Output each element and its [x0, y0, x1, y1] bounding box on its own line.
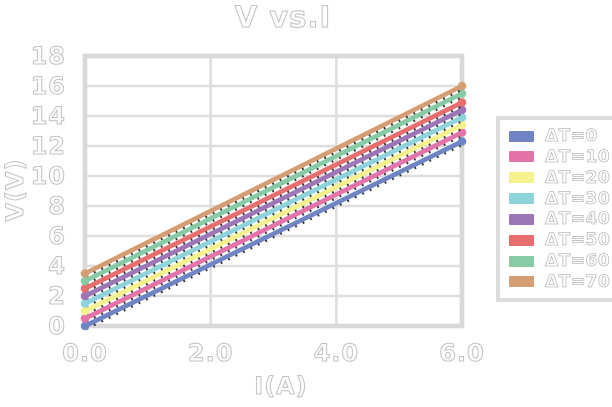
legend-label: ΔT=20	[545, 167, 611, 188]
legend-label: ΔT=50	[545, 230, 611, 251]
series-line	[82, 115, 465, 306]
chart-title: V vs.I	[234, 0, 332, 35]
y-tick-label: 0	[48, 312, 66, 340]
y-tick-label: 16	[30, 72, 66, 100]
data-point-marker	[80, 299, 90, 308]
legend-item: ΔT=40	[509, 209, 612, 230]
legend-swatch	[509, 151, 534, 163]
legend-swatch	[509, 213, 534, 225]
data-point-marker	[457, 137, 467, 146]
data-point-marker	[80, 314, 90, 323]
legend-item: ΔT=60	[509, 251, 612, 272]
y-tick-label: 18	[30, 42, 66, 70]
y-tick-label: 14	[30, 102, 66, 130]
x-tick-label: 6.0	[439, 339, 485, 367]
x-tick-label: 2.0	[187, 339, 234, 367]
legend-item: ΔT=0	[509, 126, 612, 147]
y-tick-label: 4	[48, 252, 66, 280]
legend-label: ΔT=70	[545, 271, 611, 293]
data-point-marker	[80, 321, 90, 331]
series-line	[82, 91, 465, 284]
legend-box: ΔT=0 ΔT=10 ΔT=20 ΔT=30 ΔT=40 ΔT=50 ΔT=60 ΔT=70	[496, 116, 612, 302]
legend-item: ΔT=30	[509, 188, 612, 209]
legend-swatch	[509, 255, 534, 267]
y-tick-label: 2	[48, 282, 66, 310]
y-tick-label: 8	[48, 192, 66, 220]
legend-label: ΔT=40	[545, 209, 611, 230]
series-line	[82, 100, 465, 291]
data-point-marker	[457, 81, 467, 91]
legend-label: ΔT=10	[545, 146, 611, 167]
y-tick-label: 10	[30, 162, 66, 190]
legend-label: ΔT=0	[545, 126, 598, 147]
legend-swatch	[509, 276, 534, 288]
series-line	[82, 122, 465, 314]
legend-swatch	[509, 234, 534, 246]
legend-swatch	[509, 193, 534, 205]
legend-item: ΔT=50	[509, 230, 612, 251]
data-point-marker	[80, 276, 90, 286]
plot-frame	[82, 53, 465, 329]
legend-swatch	[509, 130, 534, 142]
data-point-marker	[80, 269, 90, 278]
legend-label: ΔT=30	[545, 188, 611, 209]
series-line	[82, 130, 465, 321]
series-line	[82, 139, 465, 329]
data-point-marker	[80, 306, 90, 316]
y-tick-label: 6	[48, 222, 66, 250]
legend-item: ΔT=10	[509, 146, 612, 167]
series-line	[82, 107, 465, 299]
data-point-marker	[80, 284, 90, 293]
y-tick-label: 12	[30, 132, 66, 160]
data-point-marker	[80, 291, 90, 301]
legend-item: ΔT=70	[509, 271, 612, 293]
legend-label: ΔT=60	[545, 251, 611, 272]
data-point-marker	[457, 98, 467, 107]
x-tick-label: 0.0	[62, 339, 108, 367]
legend-item: ΔT=20	[509, 167, 612, 188]
x-tick-label: 4.0	[313, 339, 360, 367]
legend-swatch	[509, 172, 534, 184]
series-line	[82, 83, 465, 276]
x-axis-label: I(A)	[254, 372, 308, 401]
